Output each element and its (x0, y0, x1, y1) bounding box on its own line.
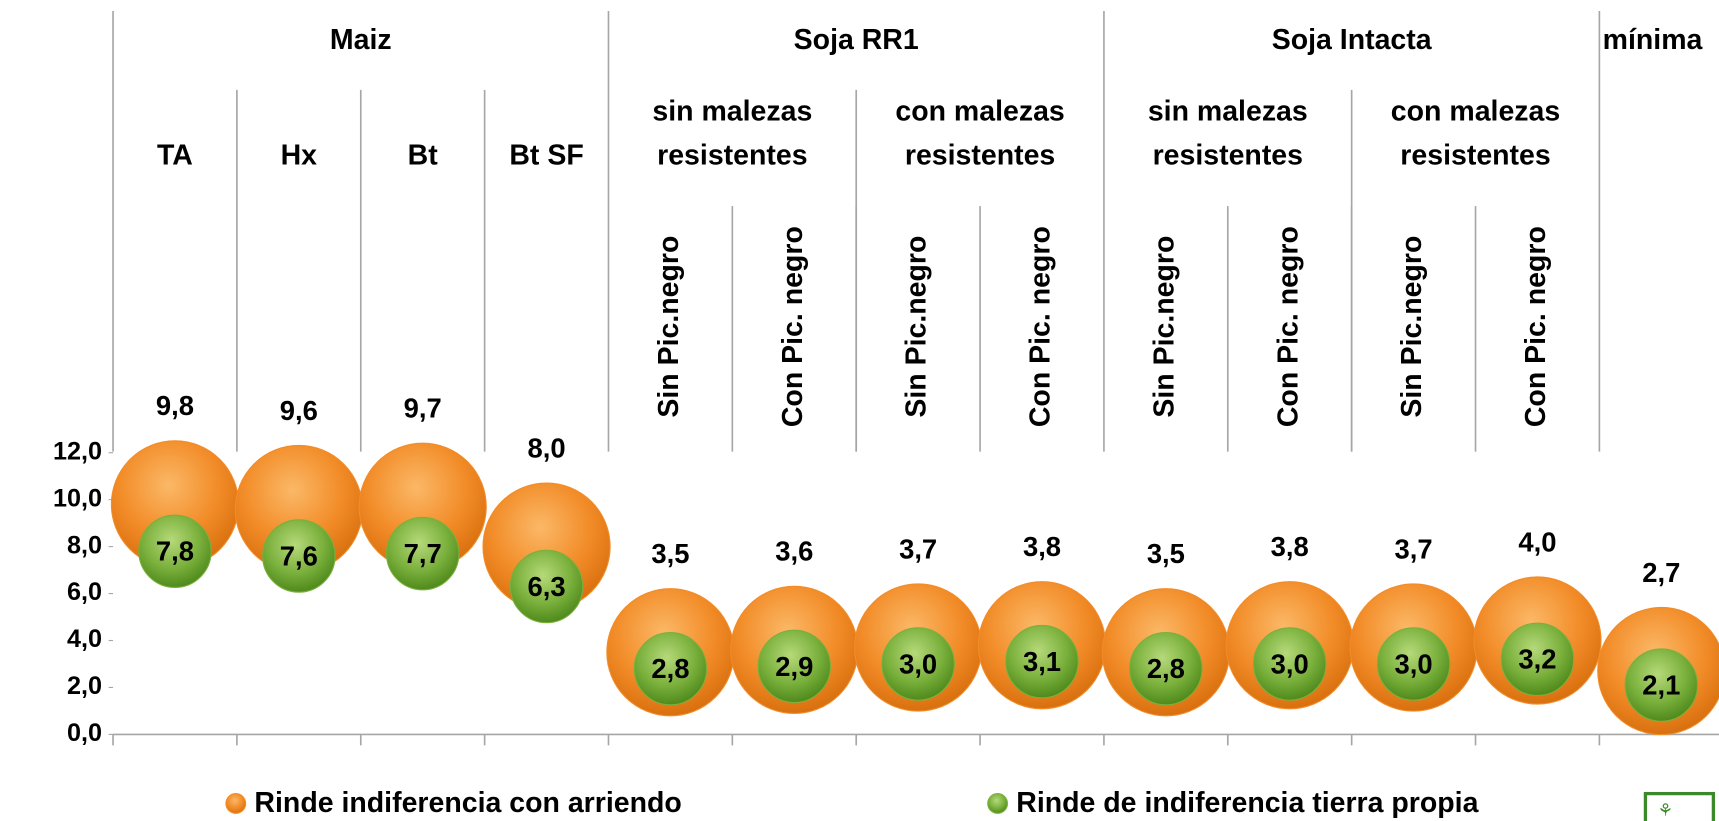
group-label: mínima (1603, 24, 1704, 56)
value-label: 6,3 (528, 571, 566, 602)
column-label: Con Pic. negro (777, 226, 809, 427)
bubble (1005, 624, 1079, 699)
value-label: 8,0 (528, 432, 566, 463)
y-tick-label: 6,0 (67, 578, 102, 606)
subgroup-label: con malezas (1391, 95, 1560, 127)
column-label: Sin Pic.negro (1396, 236, 1428, 418)
value-label: 3,0 (899, 648, 937, 679)
legend-marker (225, 793, 247, 814)
value-label: 3,8 (1271, 531, 1309, 562)
value-label: 3,0 (1395, 648, 1433, 679)
bubble (1624, 648, 1699, 722)
y-tick-label: 8,0 (67, 531, 102, 559)
group-label: Soja RR1 (794, 24, 919, 56)
value-label: 2,7 (1642, 557, 1680, 588)
subgroup-label: sin malezas (1148, 95, 1308, 127)
value-label: 3,1 (1023, 646, 1061, 677)
legend-label: Rinde de indiferencia tierra propia (1016, 787, 1479, 819)
column-label: Con Pic. negro (1520, 226, 1552, 427)
y-tick-label: 0,0 (67, 719, 102, 747)
bubble (262, 519, 336, 593)
column-label: Bt SF (509, 139, 583, 171)
value-label: 3,7 (899, 533, 937, 564)
value-label: 9,8 (156, 390, 194, 421)
subgroup-label: sin malezas (652, 95, 812, 127)
bubble (1129, 631, 1203, 706)
logo: ⚘ (1643, 791, 1716, 821)
bubble (881, 627, 955, 701)
y-tick-label: 4,0 (67, 625, 102, 653)
y-tick-label: 12,0 (53, 437, 102, 465)
bubble (757, 629, 832, 704)
value-label: 2,1 (1642, 670, 1680, 701)
bubble (138, 514, 212, 589)
value-label: 3,5 (651, 538, 689, 569)
subgroup-label: resistentes (1400, 139, 1550, 171)
bubble (509, 549, 584, 624)
value-label: 3,5 (1147, 538, 1185, 569)
y-tick-label: 10,0 (53, 484, 102, 512)
value-label: 7,8 (156, 536, 194, 567)
value-label: 3,6 (775, 536, 813, 567)
bubble (385, 516, 460, 591)
bubble (1376, 627, 1451, 701)
value-label: 9,7 (404, 392, 442, 423)
legend-label: Rinde indiferencia con arriendo (254, 787, 681, 819)
column-label: Sin Pic.negro (653, 236, 685, 418)
value-label: 3,8 (1023, 531, 1061, 562)
bubble (1500, 622, 1575, 697)
column-label: Bt (408, 139, 439, 171)
subgroup-label: con malezas (895, 95, 1064, 127)
value-label: 2,8 (651, 653, 689, 684)
column-label: TA (157, 139, 193, 171)
legend-marker (987, 793, 1009, 814)
column-label: Sin Pic.negro (1148, 236, 1180, 418)
subgroup-label: resistentes (1153, 139, 1303, 171)
value-label: 3,0 (1271, 648, 1309, 679)
group-label: Soja Intacta (1272, 24, 1433, 56)
column-label: Sin Pic.negro (901, 236, 933, 418)
svg-text:⚘: ⚘ (1657, 800, 1673, 820)
value-label: 3,7 (1395, 533, 1433, 564)
y-tick-label: 2,0 (67, 672, 102, 700)
value-label: 4,0 (1518, 526, 1556, 557)
value-label: 2,9 (775, 651, 813, 682)
column-label: Con Pic. negro (1025, 226, 1057, 427)
value-label: 9,6 (280, 395, 318, 426)
subgroup-label: resistentes (905, 139, 1055, 171)
value-label: 3,2 (1518, 644, 1556, 675)
bubble (1253, 627, 1327, 701)
value-label: 7,6 (280, 540, 318, 571)
group-label: Maiz (330, 24, 392, 56)
column-label: Hx (281, 139, 318, 171)
subgroup-label: resistentes (657, 139, 807, 171)
value-label: 2,8 (1147, 653, 1185, 684)
column-label: Con Pic. negro (1272, 226, 1304, 427)
bubble (633, 631, 708, 706)
value-label: 7,7 (404, 538, 442, 569)
